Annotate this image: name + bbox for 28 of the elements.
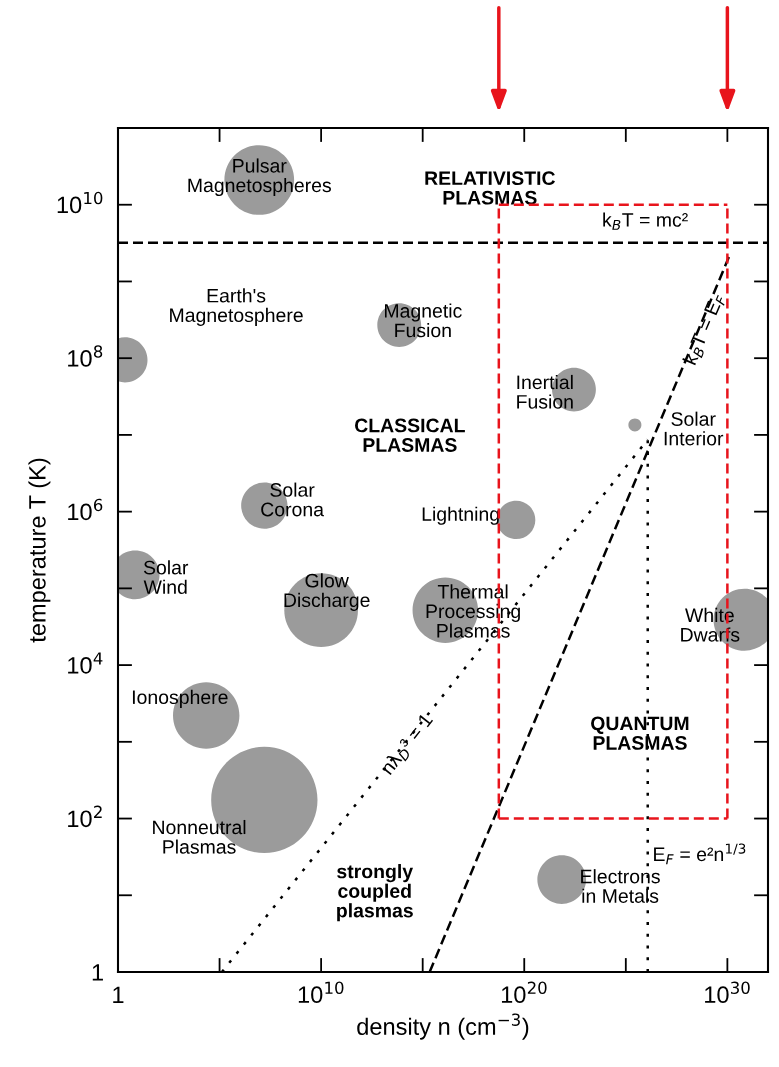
data-label: Electrons in Metals xyxy=(581,869,660,903)
x-tick-label: 10$^{30}$ xyxy=(705,981,750,1004)
y-tick-label: 10$^{10}$ xyxy=(57,191,103,214)
data-label: Solar Corona xyxy=(261,482,324,517)
x-tick-label: 10$^{20}$ xyxy=(501,981,547,1004)
x-axis-title: density n (cm$^{−3}$) xyxy=(357,1013,529,1040)
y-tick-label: 10$^{6}$ xyxy=(68,498,103,521)
annotation: QUANTUM PLASMAS xyxy=(591,716,689,750)
annotation: E$_{F}$ = e²n$^{1/3}$ xyxy=(654,843,746,865)
annotation: RELATIVISTIC PLASMAS xyxy=(425,171,555,205)
annotation: k$_{B}$T = mc² xyxy=(603,212,688,230)
y-tick-label: 1 xyxy=(92,964,103,981)
y-tick-label: 10$^{2}$ xyxy=(68,805,102,828)
data-label: Earth's Magnetosphere xyxy=(170,288,303,326)
x-tick-label: 10$^{10}$ xyxy=(298,981,344,1004)
data-label: Solar Interior xyxy=(664,411,724,446)
annotation: strongly coupled plasmas xyxy=(337,864,413,922)
data-label: Inertial Fusion xyxy=(517,374,573,409)
data-label: Magnetic Fusion xyxy=(384,303,462,338)
data-label: Solar Wind xyxy=(143,560,189,595)
y-tick-label: 10$^{8}$ xyxy=(68,345,103,367)
y-axis-title: temperature T (K) xyxy=(28,458,51,643)
annotation: CLASSICAL PLASMAS xyxy=(355,418,465,452)
data-label: Nonneutral Plasmas xyxy=(153,819,246,854)
data-label: Pulsar Magnetospheres xyxy=(188,158,331,197)
y-tick-label: 10$^{4}$ xyxy=(68,652,103,674)
x-tick-label: 1 xyxy=(113,986,124,1003)
data-label: Lightning xyxy=(422,506,499,525)
